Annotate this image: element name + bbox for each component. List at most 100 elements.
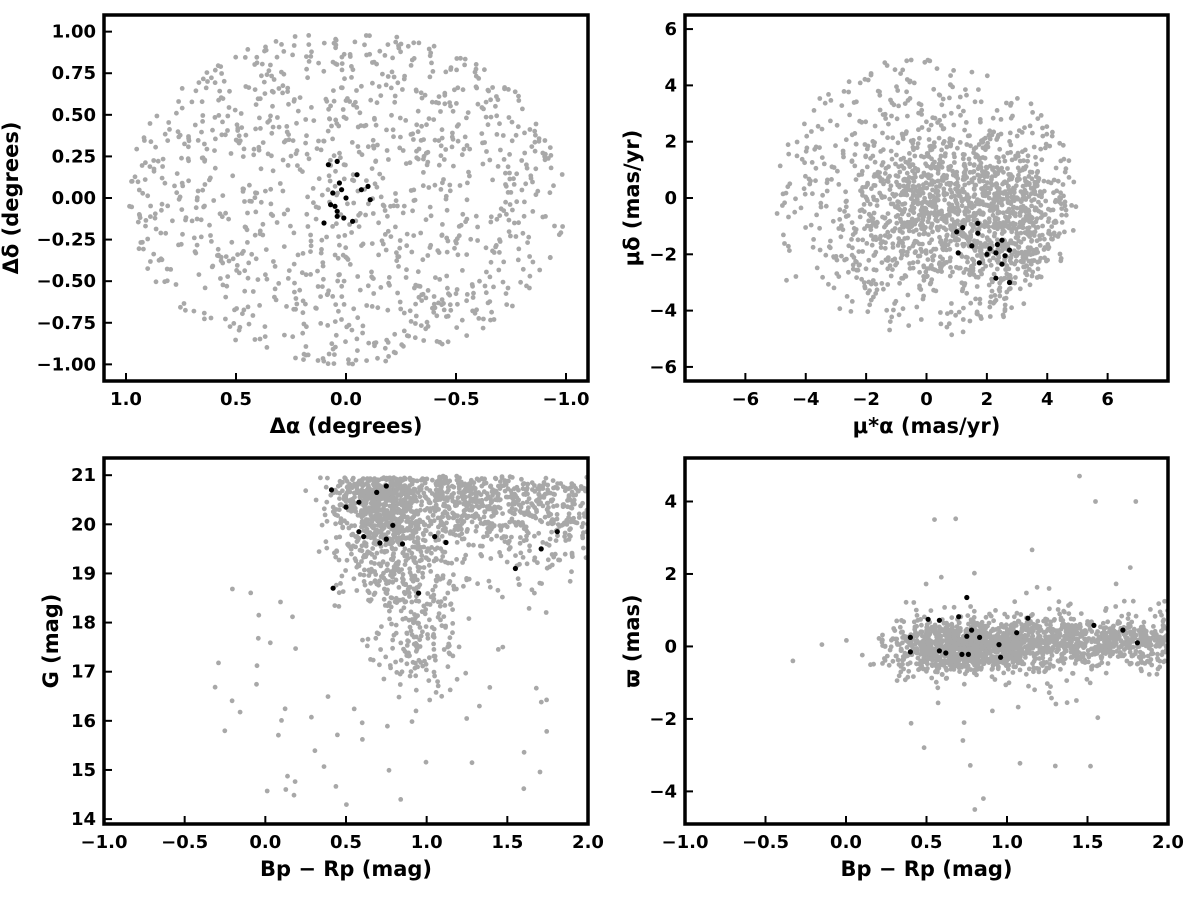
x-tick-label: −2 [852, 389, 880, 410]
field-point [332, 361, 337, 366]
field-point [375, 482, 380, 487]
field-point [949, 332, 954, 337]
field-point [835, 169, 840, 174]
field-point [917, 213, 922, 218]
field-point [428, 569, 433, 574]
field-point [992, 234, 997, 239]
field-point [258, 126, 263, 131]
field-point [467, 174, 472, 179]
field-point [215, 253, 220, 258]
field-point [415, 535, 420, 540]
field-point [311, 200, 316, 205]
field-point [145, 193, 150, 198]
field-point [502, 157, 507, 162]
field-point [407, 591, 412, 596]
field-point [378, 502, 383, 507]
field-point [532, 129, 537, 134]
field-point [1061, 143, 1066, 148]
field-point [412, 521, 417, 526]
member-point [321, 220, 326, 225]
field-point [1046, 207, 1051, 212]
field-point [370, 81, 375, 86]
field-point [234, 306, 239, 311]
field-point [202, 311, 207, 316]
field-point [467, 577, 472, 582]
field-point [249, 252, 254, 257]
field-point [136, 220, 141, 225]
field-point [153, 216, 158, 221]
field-point [865, 309, 870, 314]
field-point [200, 188, 205, 193]
field-point [987, 283, 992, 288]
field-point [376, 220, 381, 225]
field-point [333, 45, 338, 50]
field-point [201, 155, 206, 160]
field-point [937, 136, 942, 141]
field-point [435, 679, 440, 684]
field-point [325, 476, 330, 481]
field-point [998, 285, 1003, 290]
field-point [548, 190, 553, 195]
field-point [351, 306, 356, 311]
field-point [353, 490, 358, 495]
field-point [290, 334, 295, 339]
field-point [916, 141, 921, 146]
field-point [408, 625, 413, 630]
field-point [960, 203, 965, 208]
field-point [524, 162, 529, 167]
field-point [319, 238, 324, 243]
field-point [409, 250, 414, 255]
field-point [503, 539, 508, 544]
field-point [474, 529, 479, 534]
field-point [421, 545, 426, 550]
field-point [893, 67, 898, 72]
field-point [985, 180, 990, 185]
member-point [359, 187, 364, 192]
field-point [398, 641, 403, 646]
field-point [451, 164, 456, 169]
field-point [458, 183, 463, 188]
field-point [350, 328, 355, 333]
field-point [301, 310, 306, 315]
field-point [265, 120, 270, 125]
field-point [253, 337, 258, 342]
field-point [912, 171, 917, 176]
field-point [879, 241, 884, 246]
field-point [304, 324, 309, 329]
field-point [370, 304, 375, 309]
field-point [919, 112, 924, 117]
field-point [373, 636, 378, 641]
field-point [979, 165, 984, 170]
field-point [433, 584, 438, 589]
field-point [878, 149, 883, 154]
field-point [925, 154, 930, 159]
field-point [947, 213, 952, 218]
field-point [804, 134, 809, 139]
field-point [405, 232, 410, 237]
field-point [424, 549, 429, 554]
field-point [497, 213, 502, 218]
field-point [828, 119, 833, 124]
member-point [356, 500, 361, 505]
field-point [248, 591, 253, 596]
field-point [489, 260, 494, 265]
field-point [143, 177, 148, 182]
field-point [833, 143, 838, 148]
field-point [397, 695, 402, 700]
field-point [904, 58, 909, 63]
field-point [304, 67, 309, 72]
field-point [988, 164, 993, 169]
field-point [1018, 159, 1023, 164]
field-point [404, 275, 409, 280]
field-point [950, 217, 955, 222]
field-point [460, 212, 465, 217]
field-point [300, 331, 305, 336]
field-point [371, 138, 376, 143]
field-point [440, 222, 445, 227]
field-point [525, 500, 530, 505]
field-point [460, 318, 465, 323]
field-point [924, 180, 929, 185]
field-point [182, 301, 187, 306]
field-point [932, 213, 937, 218]
